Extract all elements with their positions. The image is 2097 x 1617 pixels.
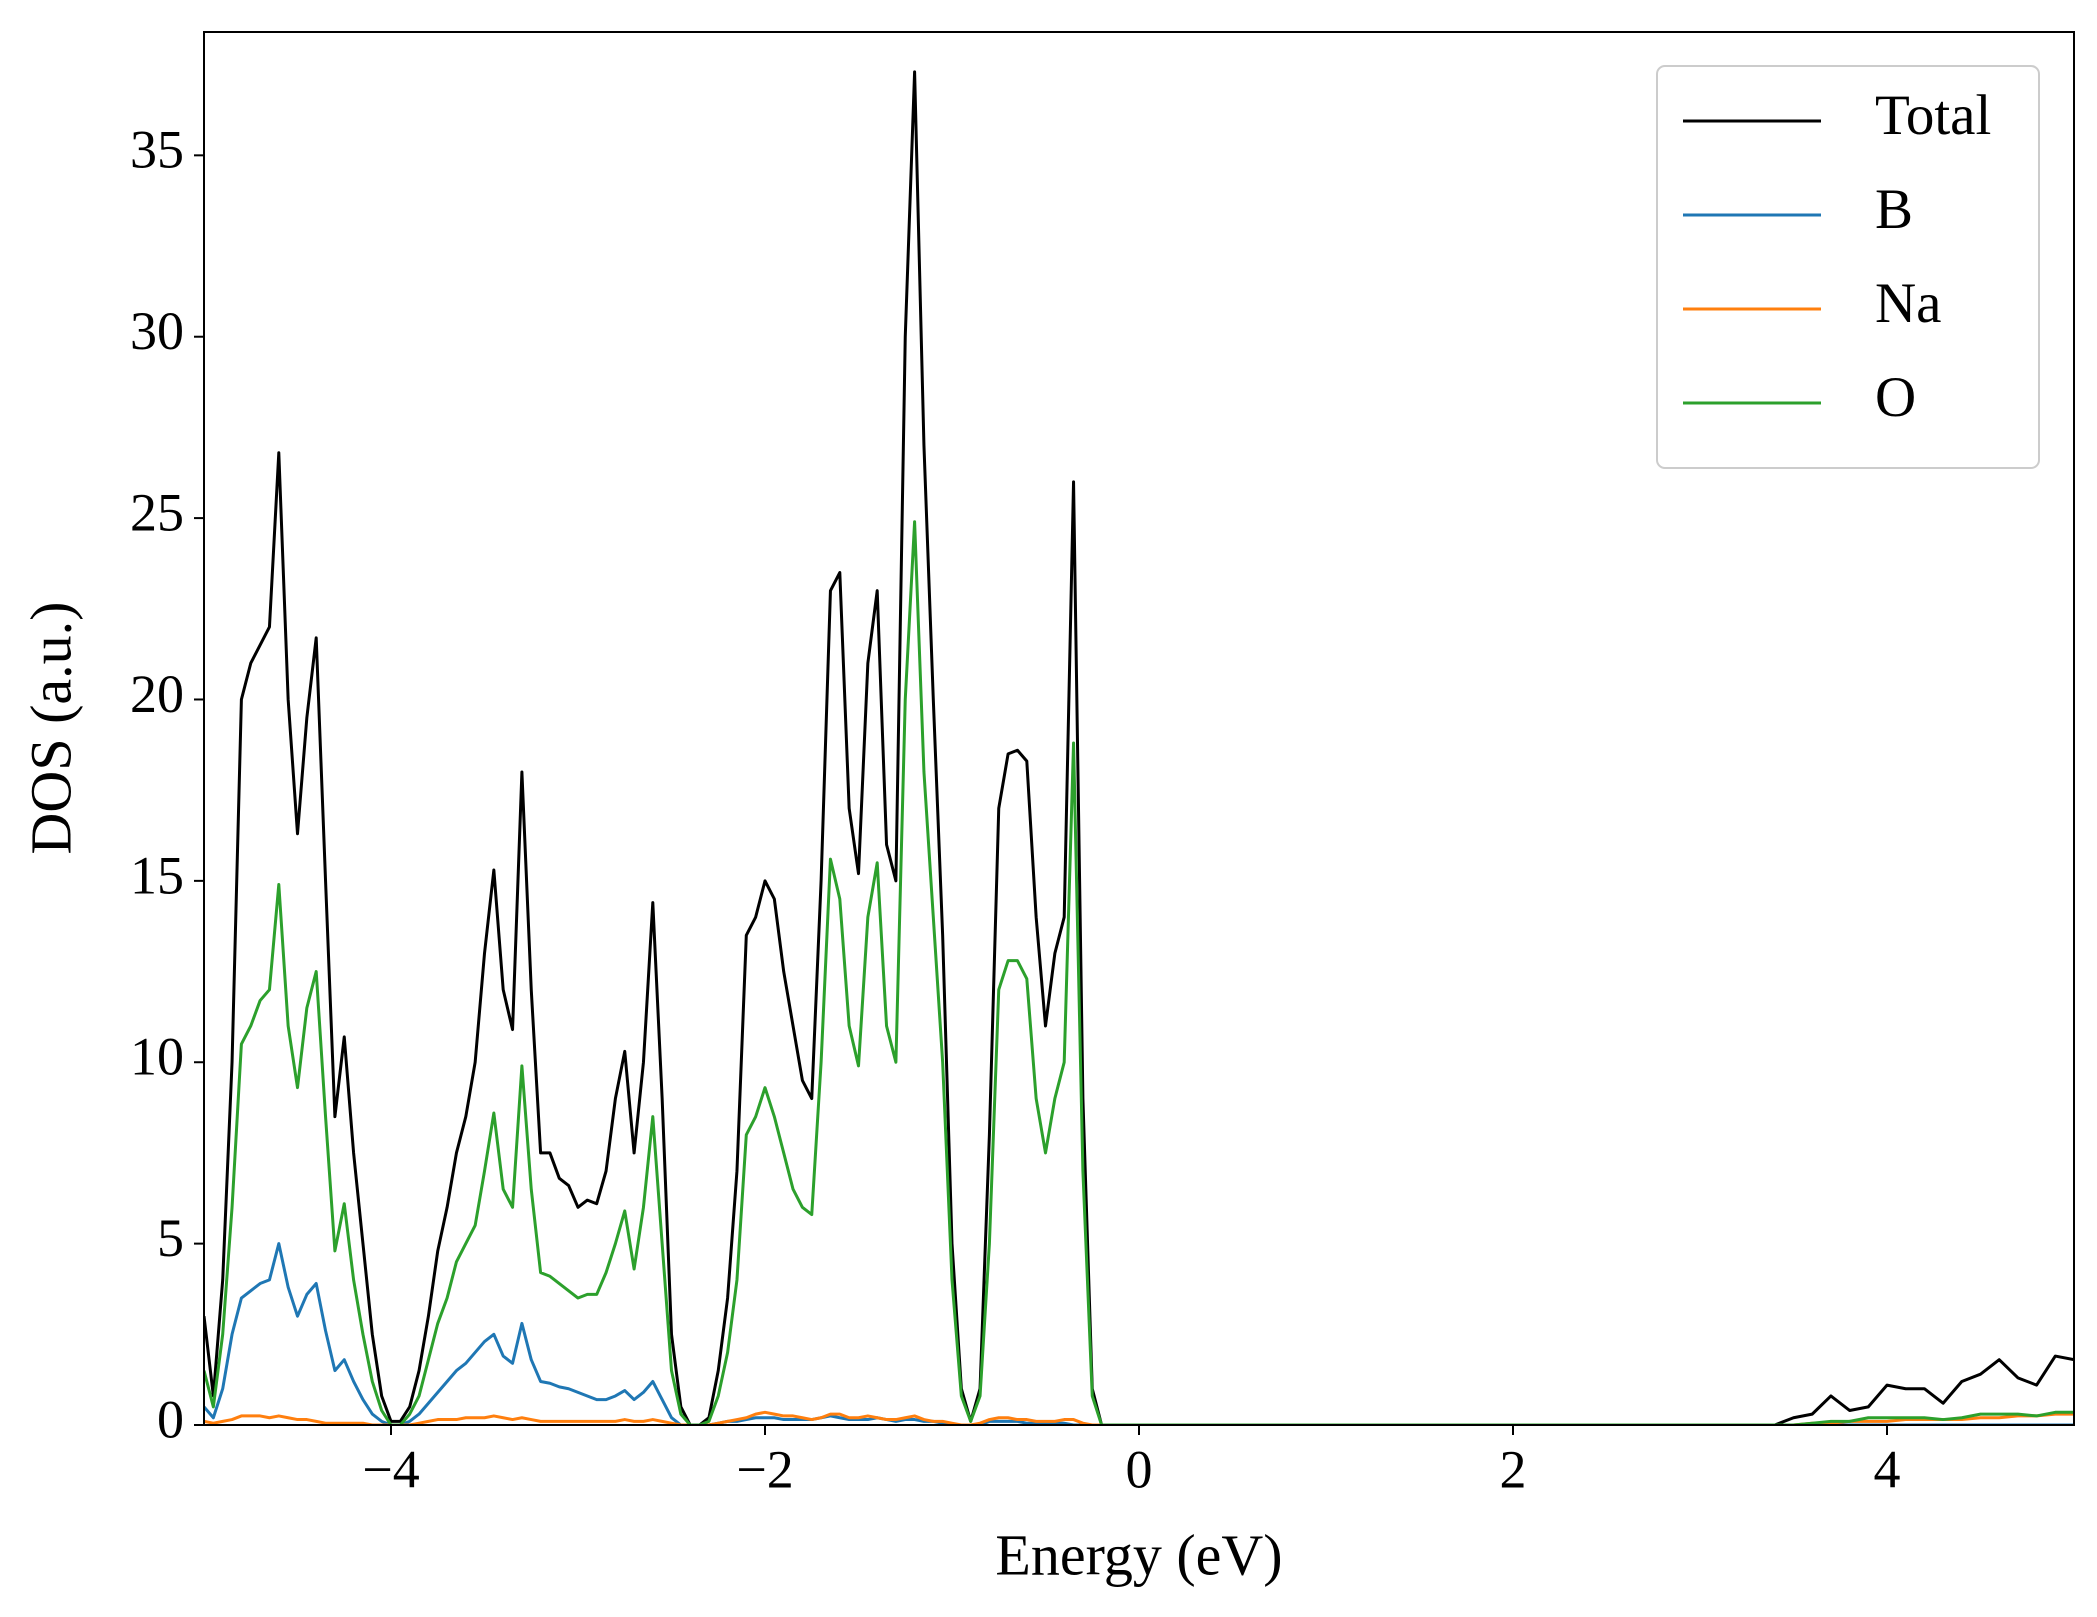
- x-tick-label: −2: [736, 1439, 793, 1499]
- series-line: [204, 520, 2074, 1425]
- y-tick-label: 10: [130, 1027, 184, 1087]
- x-tick-label: 4: [1874, 1439, 1901, 1499]
- series-line: [204, 70, 2074, 1425]
- plot-frame: [203, 31, 2075, 1426]
- series-line: [204, 1242, 2074, 1425]
- legend-label: B: [1875, 178, 1913, 241]
- legend-label: Total: [1875, 84, 1991, 147]
- x-tick-label: 2: [1500, 1439, 1527, 1499]
- y-tick-label: 30: [130, 301, 184, 361]
- y-tick-label: 20: [130, 664, 184, 724]
- series-line: [204, 1410, 2074, 1425]
- y-tick-label: 35: [130, 120, 184, 180]
- legend-label: Na: [1875, 272, 1941, 335]
- y-tick-label: 25: [130, 482, 184, 542]
- x-axis-label: Energy (eV): [995, 1522, 1282, 1587]
- plot-lines: [204, 70, 2074, 1425]
- x-tick-label: −4: [362, 1439, 419, 1499]
- y-tick-label: 0: [157, 1389, 184, 1449]
- x-tick-label: 0: [1126, 1439, 1153, 1499]
- legend-label: O: [1875, 366, 1916, 429]
- y-tick-label: 5: [157, 1208, 184, 1268]
- legend-box: [1656, 65, 2040, 469]
- y-axis-label: DOS (a.u.): [18, 602, 83, 855]
- y-tick-label: 15: [130, 845, 184, 905]
